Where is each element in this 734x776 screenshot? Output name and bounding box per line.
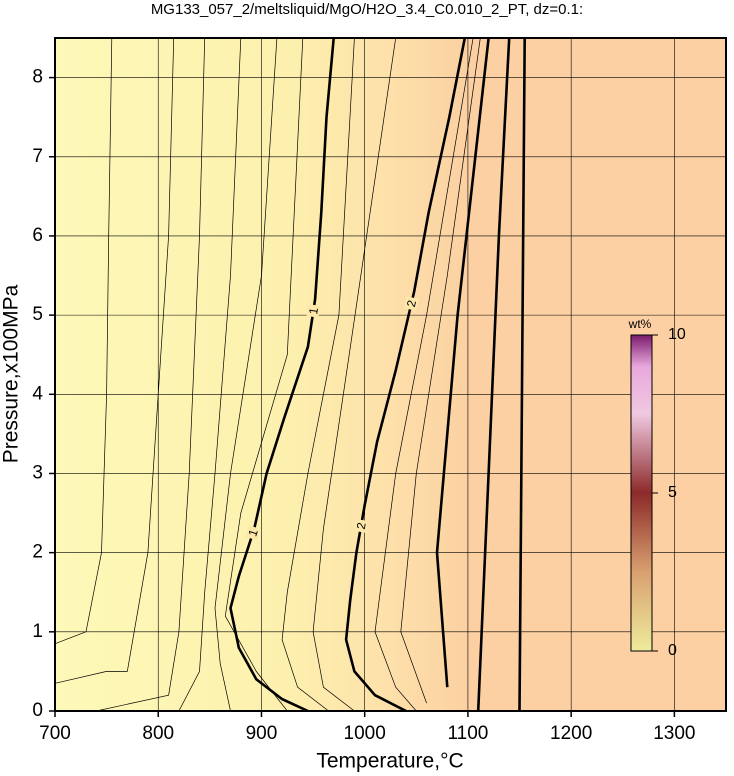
contour-line xyxy=(55,38,175,684)
contour-line xyxy=(229,38,335,711)
contour-label: 1 xyxy=(245,527,260,538)
x-tick-label: 1300 xyxy=(653,723,695,744)
chart-title: MG133_057_2/meltsliquid/MgO/H2O_3.4_C0.0… xyxy=(151,1,583,18)
x-tick-label: 1100 xyxy=(447,723,488,744)
contour-line xyxy=(178,38,242,711)
x-tick-label: 900 xyxy=(246,723,278,744)
contour-label-bg xyxy=(404,296,419,311)
contour-line xyxy=(312,38,397,711)
contour-label-group: 2 xyxy=(354,518,369,533)
contour-line xyxy=(344,38,467,711)
colorbar-tick-label: 10 xyxy=(668,326,686,343)
y-axis-label: Pressure,x100MPa xyxy=(0,284,23,463)
colorbar-label: wt% xyxy=(628,317,652,331)
y-tick-label: 0 xyxy=(32,700,43,721)
contour-line xyxy=(214,38,278,711)
x-tick-label: 700 xyxy=(39,723,71,744)
y-tick-label: 7 xyxy=(32,146,43,167)
y-tick-label: 2 xyxy=(32,542,43,563)
x-axis-label: Temperature,°C xyxy=(316,750,463,773)
contour-line xyxy=(281,38,355,711)
colorbar xyxy=(630,334,653,652)
contour-label: 2 xyxy=(404,298,419,308)
contour-line xyxy=(435,38,490,688)
colorbar-tick-label: 5 xyxy=(668,484,677,501)
contour-label: 2 xyxy=(354,521,369,530)
y-tick-label: 3 xyxy=(32,462,43,483)
y-tick-label: 8 xyxy=(32,67,43,88)
x-tick-label: 1000 xyxy=(344,723,386,744)
contour-label-group: 2 xyxy=(404,296,419,311)
contour-line xyxy=(400,38,481,704)
contour-line xyxy=(96,38,206,711)
contour-line xyxy=(224,38,304,711)
contour-line xyxy=(476,38,511,711)
y-tick-label: 1 xyxy=(32,621,43,642)
y-tick-label: 5 xyxy=(32,304,43,325)
axes: 700 800 900 1000 1100 1200 1300 0 1 2 3 4 5 6 7 8 0 5 10 xyxy=(32,67,695,744)
y-tick-label: 4 xyxy=(32,383,43,404)
contour-label-group: 1 xyxy=(245,525,261,541)
contour-label-group: 1 xyxy=(306,304,321,318)
contour-line xyxy=(518,38,526,711)
contour-line xyxy=(374,38,474,711)
grid xyxy=(54,38,726,712)
plot-frame xyxy=(54,37,727,712)
contour-line xyxy=(55,38,113,645)
plot-background xyxy=(55,38,726,711)
contours: 1 1 2 2 xyxy=(55,38,526,711)
y-tick-label: 6 xyxy=(32,225,43,246)
contour-label: 1 xyxy=(306,306,321,315)
contour-label-bg xyxy=(354,518,369,533)
colorbar-tick-label: 0 xyxy=(668,642,677,659)
contour-label-bg xyxy=(245,525,261,541)
contour-label-bg xyxy=(306,304,321,318)
x-tick-label: 1200 xyxy=(550,723,592,744)
x-tick-label: 800 xyxy=(142,723,174,744)
